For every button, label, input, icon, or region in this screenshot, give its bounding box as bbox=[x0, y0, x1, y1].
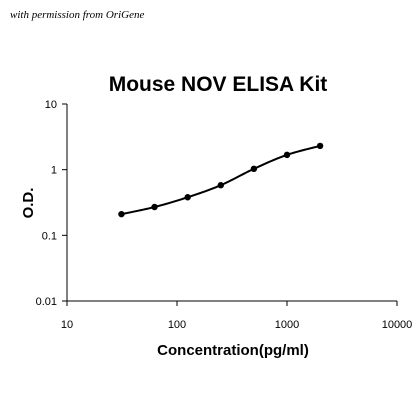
data-point bbox=[217, 182, 224, 189]
data-point bbox=[316, 142, 324, 150]
data-point bbox=[250, 165, 258, 173]
y-tick-label: 10 bbox=[45, 99, 57, 111]
data-point bbox=[283, 151, 291, 159]
x-tick-label: 1000 bbox=[275, 319, 299, 331]
plot-area: 0.01 0.1 1 10 10 100 1000 10000 bbox=[36, 99, 413, 331]
data-point bbox=[184, 194, 191, 201]
y-tick-label: 0.1 bbox=[42, 230, 57, 242]
data-point bbox=[151, 203, 158, 211]
permission-note: with permission from OriGene bbox=[10, 9, 145, 21]
y-axis-label: O.D. bbox=[20, 188, 37, 219]
y-tick-label: 0.01 bbox=[36, 296, 57, 308]
x-axis-label: Concentration(pg/ml) bbox=[157, 342, 309, 359]
data-point bbox=[118, 210, 125, 218]
y-tick-label: 1 bbox=[51, 165, 57, 177]
x-tick-label: 10 bbox=[61, 319, 73, 331]
x-tick-label: 10000 bbox=[382, 319, 413, 331]
chart-title: Mouse NOV ELISA Kit bbox=[109, 73, 328, 96]
x-tick-label: 100 bbox=[168, 319, 186, 331]
